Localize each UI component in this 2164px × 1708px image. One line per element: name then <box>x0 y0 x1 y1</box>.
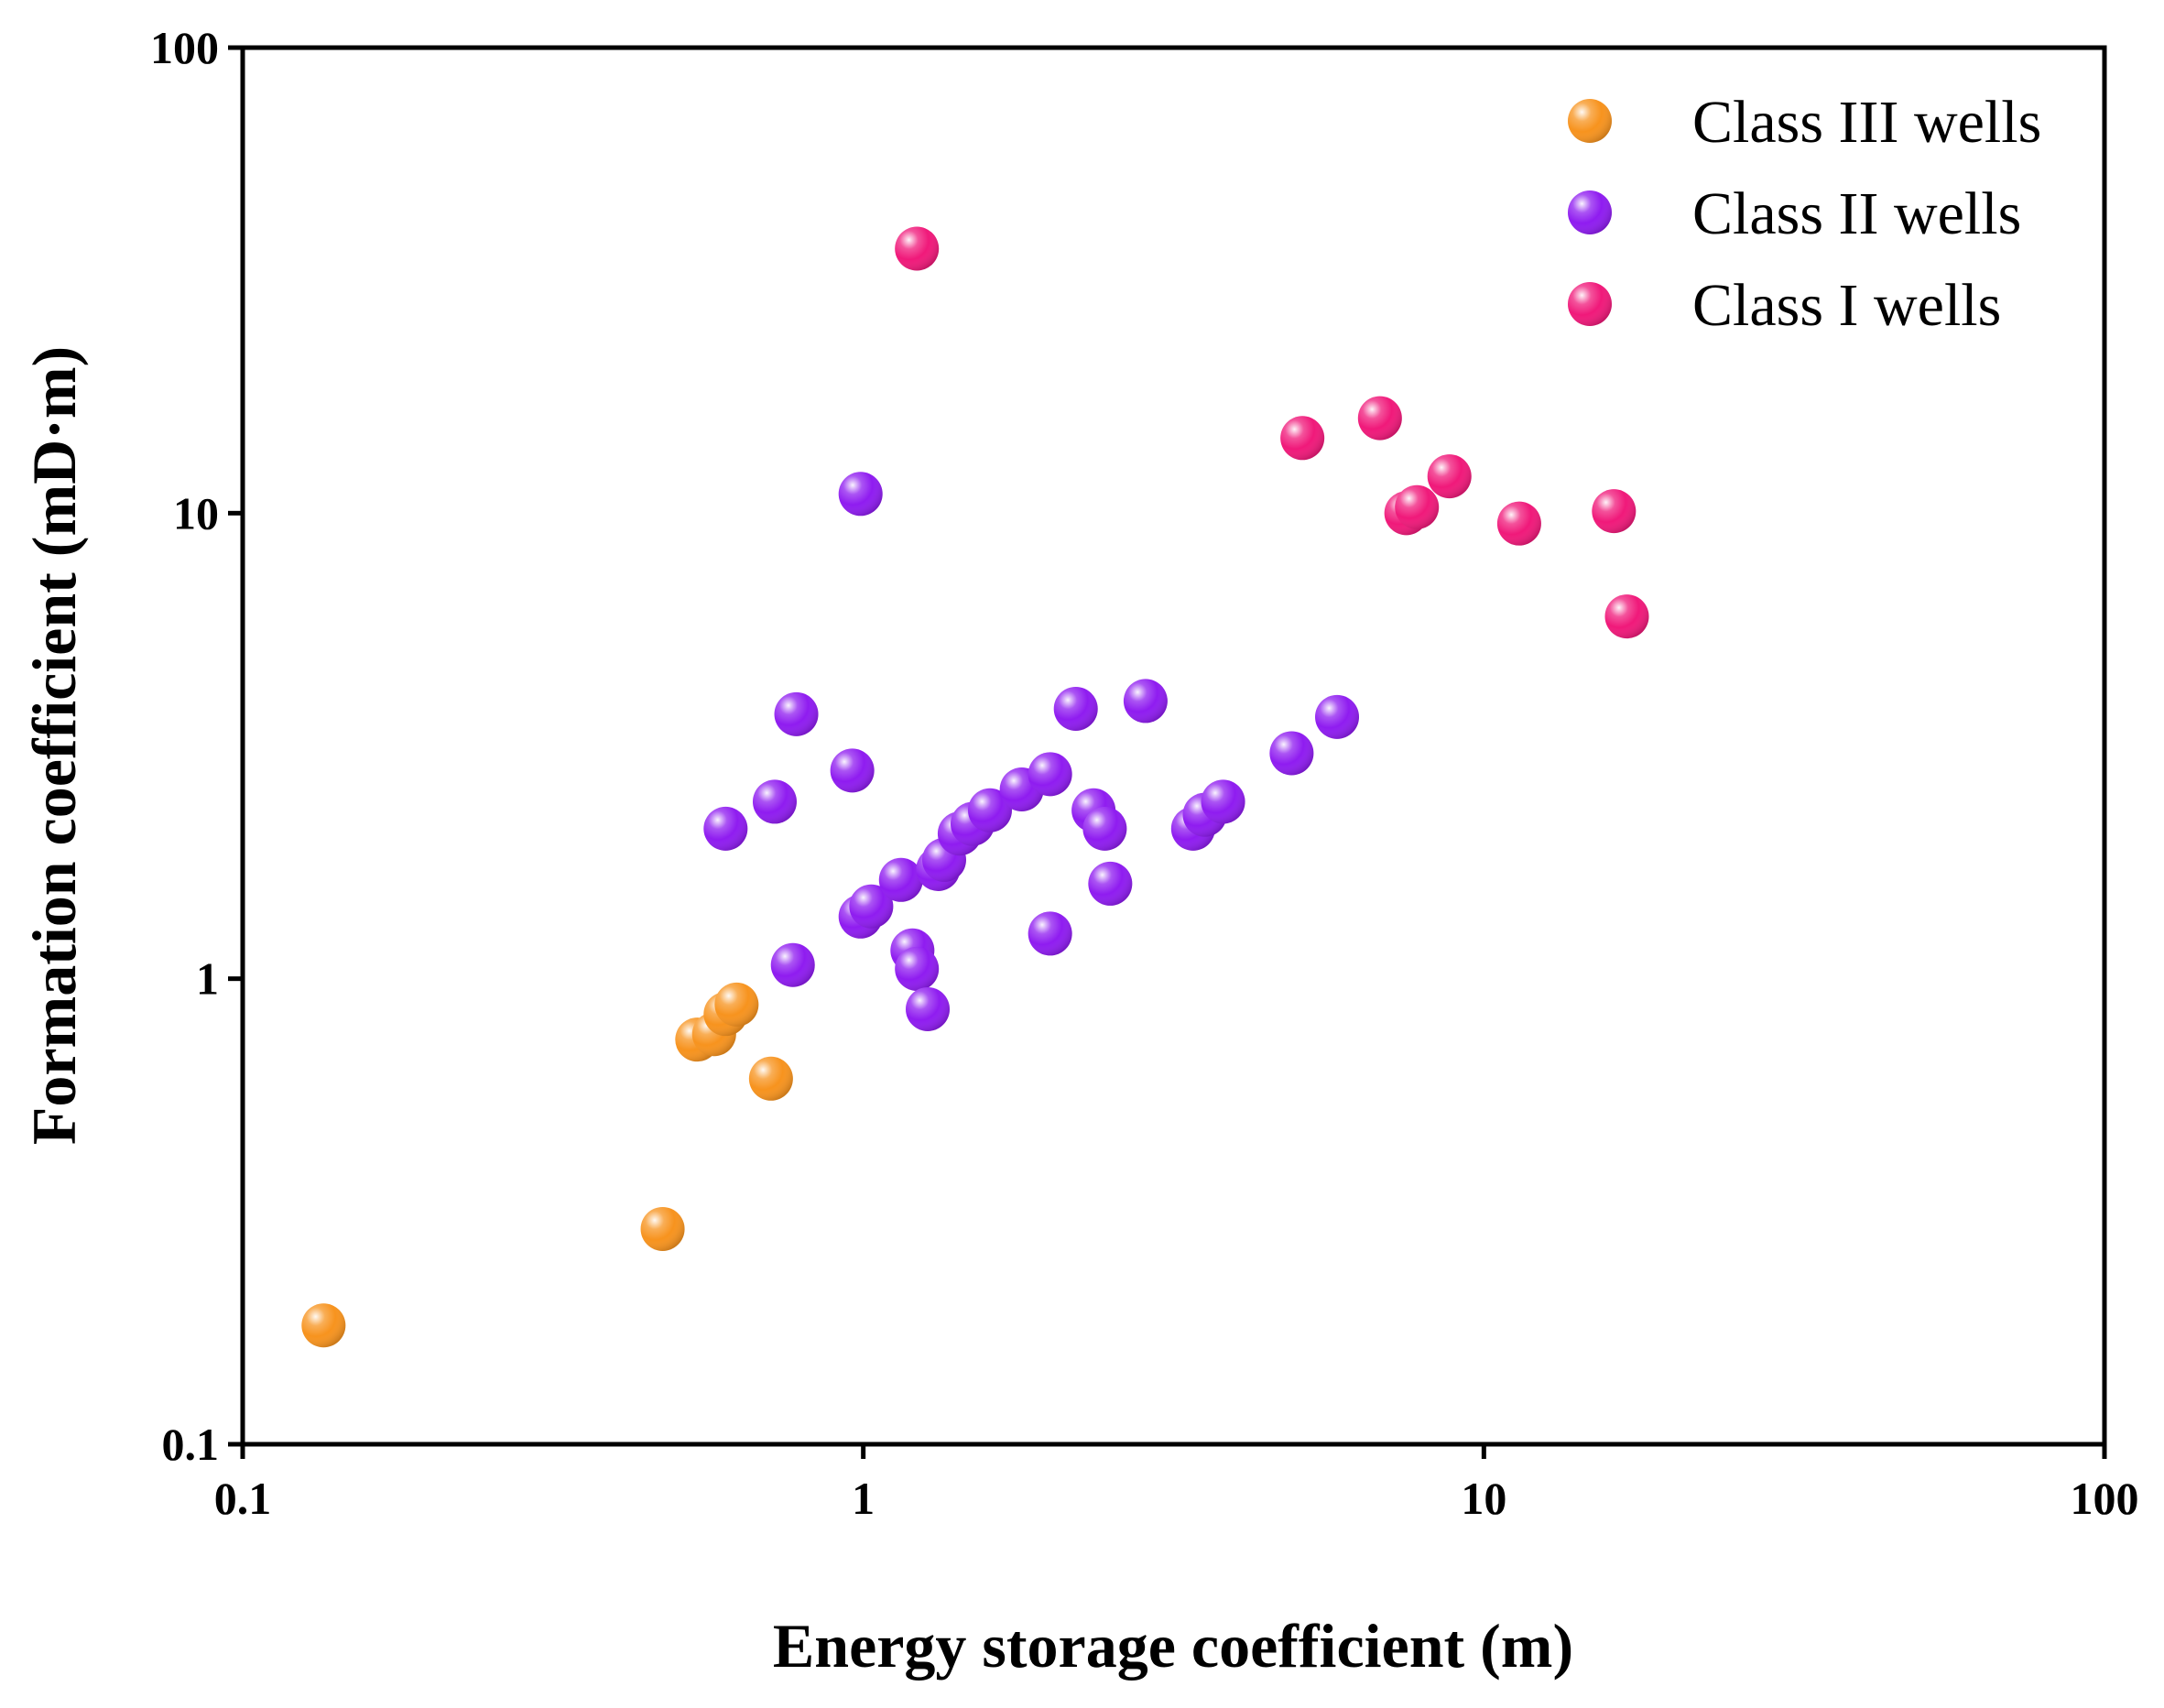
data-point <box>1028 911 1072 956</box>
data-point <box>1315 694 1360 739</box>
legend-item: Class II wells <box>1568 180 2021 247</box>
x-axis-title: Energy storage coefficient (m) <box>773 1611 1573 1681</box>
data-point <box>1592 489 1637 534</box>
data-point <box>849 884 894 929</box>
data-point <box>770 942 815 987</box>
plot-frame <box>240 45 2107 1447</box>
legend-item: Class I wells <box>1568 272 2001 339</box>
data-point <box>1028 752 1072 797</box>
data-point <box>878 857 923 902</box>
x-tick-label: 10 <box>1461 1473 1506 1524</box>
data-point <box>1604 594 1649 639</box>
data-point <box>906 986 951 1031</box>
y-tick-label: 1 <box>196 953 219 1005</box>
data-point <box>1357 396 1402 441</box>
data-point <box>1082 806 1127 851</box>
data-point <box>830 748 875 793</box>
data-point <box>752 779 797 824</box>
x-tick-label: 0.1 <box>214 1473 272 1524</box>
data-point <box>714 982 759 1027</box>
data-point <box>967 788 1012 832</box>
axis-ticks <box>228 45 2107 1459</box>
data-point <box>301 1303 346 1348</box>
data-point <box>1269 731 1314 776</box>
data-point <box>895 946 940 991</box>
y-tick-label: 10 <box>173 487 219 539</box>
data-point <box>703 806 748 851</box>
y-tick-label: 0.1 <box>162 1419 220 1470</box>
data-point <box>1201 779 1245 824</box>
axis-tick-labels: 0.1 1 10 100 0.1 1 10 100 <box>150 22 2139 1524</box>
series-1 <box>703 472 1360 1031</box>
legend-item: Class III wells <box>1568 89 2041 156</box>
data-point <box>640 1206 685 1251</box>
y-tick-label: 100 <box>150 22 219 73</box>
data-point <box>1395 484 1440 529</box>
data-point <box>1088 861 1133 906</box>
data-point <box>748 1056 793 1101</box>
legend-label: Class II wells <box>1692 180 2021 247</box>
data-point <box>1123 679 1168 723</box>
data-point <box>1496 501 1541 546</box>
data-point <box>1427 454 1472 499</box>
data-point <box>1280 416 1325 461</box>
series-2 <box>895 226 1649 639</box>
data-points <box>301 226 1649 1348</box>
x-tick-label: 100 <box>2071 1473 2139 1524</box>
y-axis-title: Formation coefficient (mD·m) <box>19 346 89 1145</box>
series-0 <box>301 982 793 1348</box>
data-point <box>838 472 883 517</box>
x-tick-label: 1 <box>852 1473 875 1524</box>
legend-label: Class I wells <box>1692 272 2001 339</box>
data-point <box>1053 686 1098 731</box>
data-point <box>895 226 940 271</box>
legend: Class III wells Class II wells Class I wel… <box>1568 89 2041 339</box>
data-point <box>774 691 819 736</box>
legend-label: Class III wells <box>1692 89 2041 156</box>
